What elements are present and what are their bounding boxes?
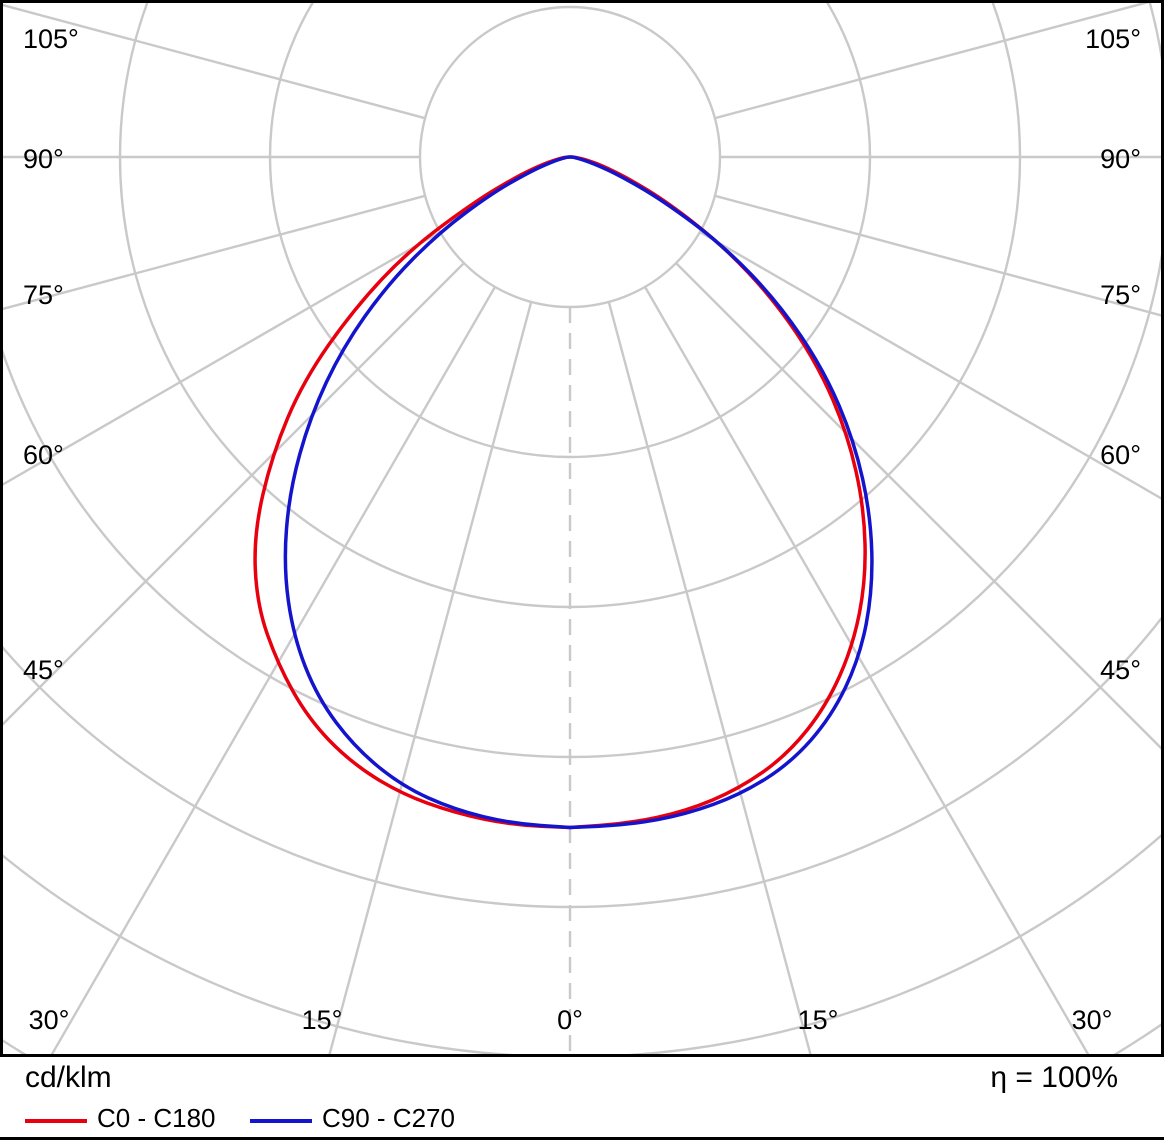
angle-label-bottom: 15°: [301, 1005, 343, 1035]
angle-label-right: 105°: [1085, 24, 1141, 54]
angle-label-right: 60°: [1100, 440, 1141, 470]
bottom-border-line: [0, 1137, 1164, 1140]
angle-label-right: 75°: [1100, 280, 1141, 310]
units-label: cd/klm: [25, 1061, 112, 1094]
angle-label-right: 45°: [1100, 655, 1141, 685]
diagram-footer: cd/klm η = 100% C0 - C180 C90 - C270: [0, 1057, 1164, 1140]
polar-intensity-diagram: 105° 105° 90° 90° 75° 75° 60° 60° 45° 45° 30° 15° 0°…: [0, 0, 1164, 1057]
angle-label-left: 75°: [23, 280, 64, 310]
angle-label-bottom: 30°: [28, 1005, 70, 1035]
angle-label-left: 60°: [23, 440, 64, 470]
legend-label-c90-c270: C90 - C270: [322, 1103, 455, 1133]
angle-label-bottom: 30°: [1071, 1005, 1113, 1035]
angle-label-bottom: 0°: [557, 1005, 583, 1035]
angle-label-left: 105°: [23, 24, 79, 54]
polar-chart-canvas: [3, 3, 1161, 1054]
angle-label-right: 90°: [1100, 144, 1141, 174]
legend-line-c90-c270: [250, 1119, 312, 1123]
angle-label-left: 45°: [23, 655, 64, 685]
angle-label-bottom: 15°: [797, 1005, 839, 1035]
efficiency-label: η = 100%: [990, 1061, 1118, 1094]
legend-line-c0-c180: [25, 1119, 87, 1123]
legend-label-c0-c180: C0 - C180: [97, 1103, 216, 1133]
angle-label-left: 90°: [23, 144, 64, 174]
